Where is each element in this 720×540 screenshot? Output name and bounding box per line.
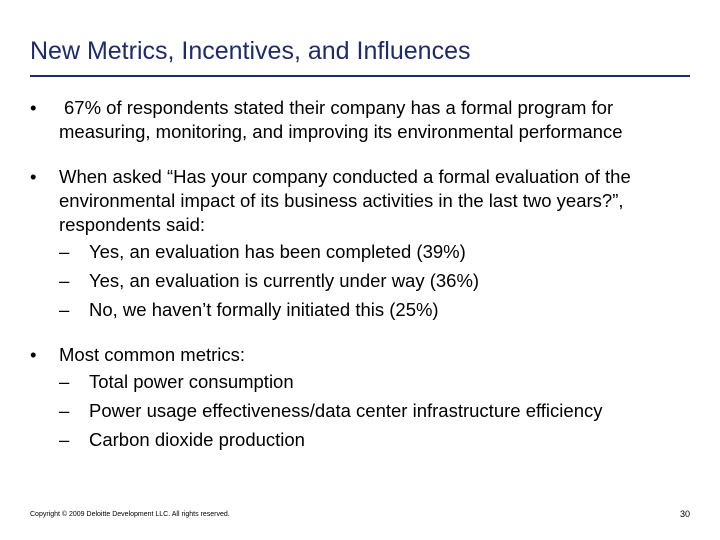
bullet-text: 67% of respondents stated their company … — [59, 97, 623, 142]
title-divider — [30, 75, 690, 77]
sub-text: Power usage effectiveness/data center in… — [89, 400, 603, 421]
sub-list: – Yes, an evaluation has been completed … — [59, 240, 700, 322]
bullet-text: When asked “Has your company conducted a… — [59, 166, 631, 235]
page-number: 30 — [679, 509, 690, 519]
sub-text: Carbon dioxide production — [89, 429, 305, 450]
copyright-footer: Copyright © 2009 Deloitte Development LL… — [30, 511, 230, 518]
sub-marker: – — [59, 241, 70, 262]
sub-item: – Yes, an evaluation has been completed … — [59, 240, 700, 264]
sub-text: Yes, an evaluation has been completed (3… — [89, 241, 466, 262]
sub-marker: – — [59, 429, 70, 450]
sub-text: Total power consumption — [89, 371, 294, 392]
sub-item: – Total power consumption — [59, 370, 700, 394]
bullet-item: • When asked “Has your company conducted… — [30, 165, 700, 322]
sub-marker: – — [59, 270, 70, 291]
sub-marker: – — [59, 400, 70, 421]
sub-marker: – — [59, 371, 70, 392]
sub-item: – Power usage effectiveness/data center … — [59, 399, 700, 423]
sub-item: – Carbon dioxide production — [59, 428, 700, 452]
bullet-item: • 67% of respondents stated their compan… — [30, 96, 700, 144]
sub-list: – Total power consumption – Power usage … — [59, 370, 700, 452]
sub-item: – No, we haven’t formally initiated this… — [59, 298, 700, 322]
bullet-marker: • — [30, 344, 37, 365]
slide-content: • 67% of respondents stated their compan… — [30, 96, 700, 473]
bullet-item: • Most common metrics: – Total power con… — [30, 343, 700, 452]
sub-item: – Yes, an evaluation is currently under … — [59, 269, 700, 293]
bullet-marker: • — [30, 166, 37, 187]
sub-text: Yes, an evaluation is currently under wa… — [89, 270, 480, 291]
sub-marker: – — [59, 299, 70, 320]
bullet-text: Most common metrics: — [59, 344, 246, 365]
bullet-marker: • — [30, 97, 37, 118]
sub-text: No, we haven’t formally initiated this (… — [89, 299, 439, 320]
slide-title: New Metrics, Incentives, and Influences — [30, 37, 471, 65]
